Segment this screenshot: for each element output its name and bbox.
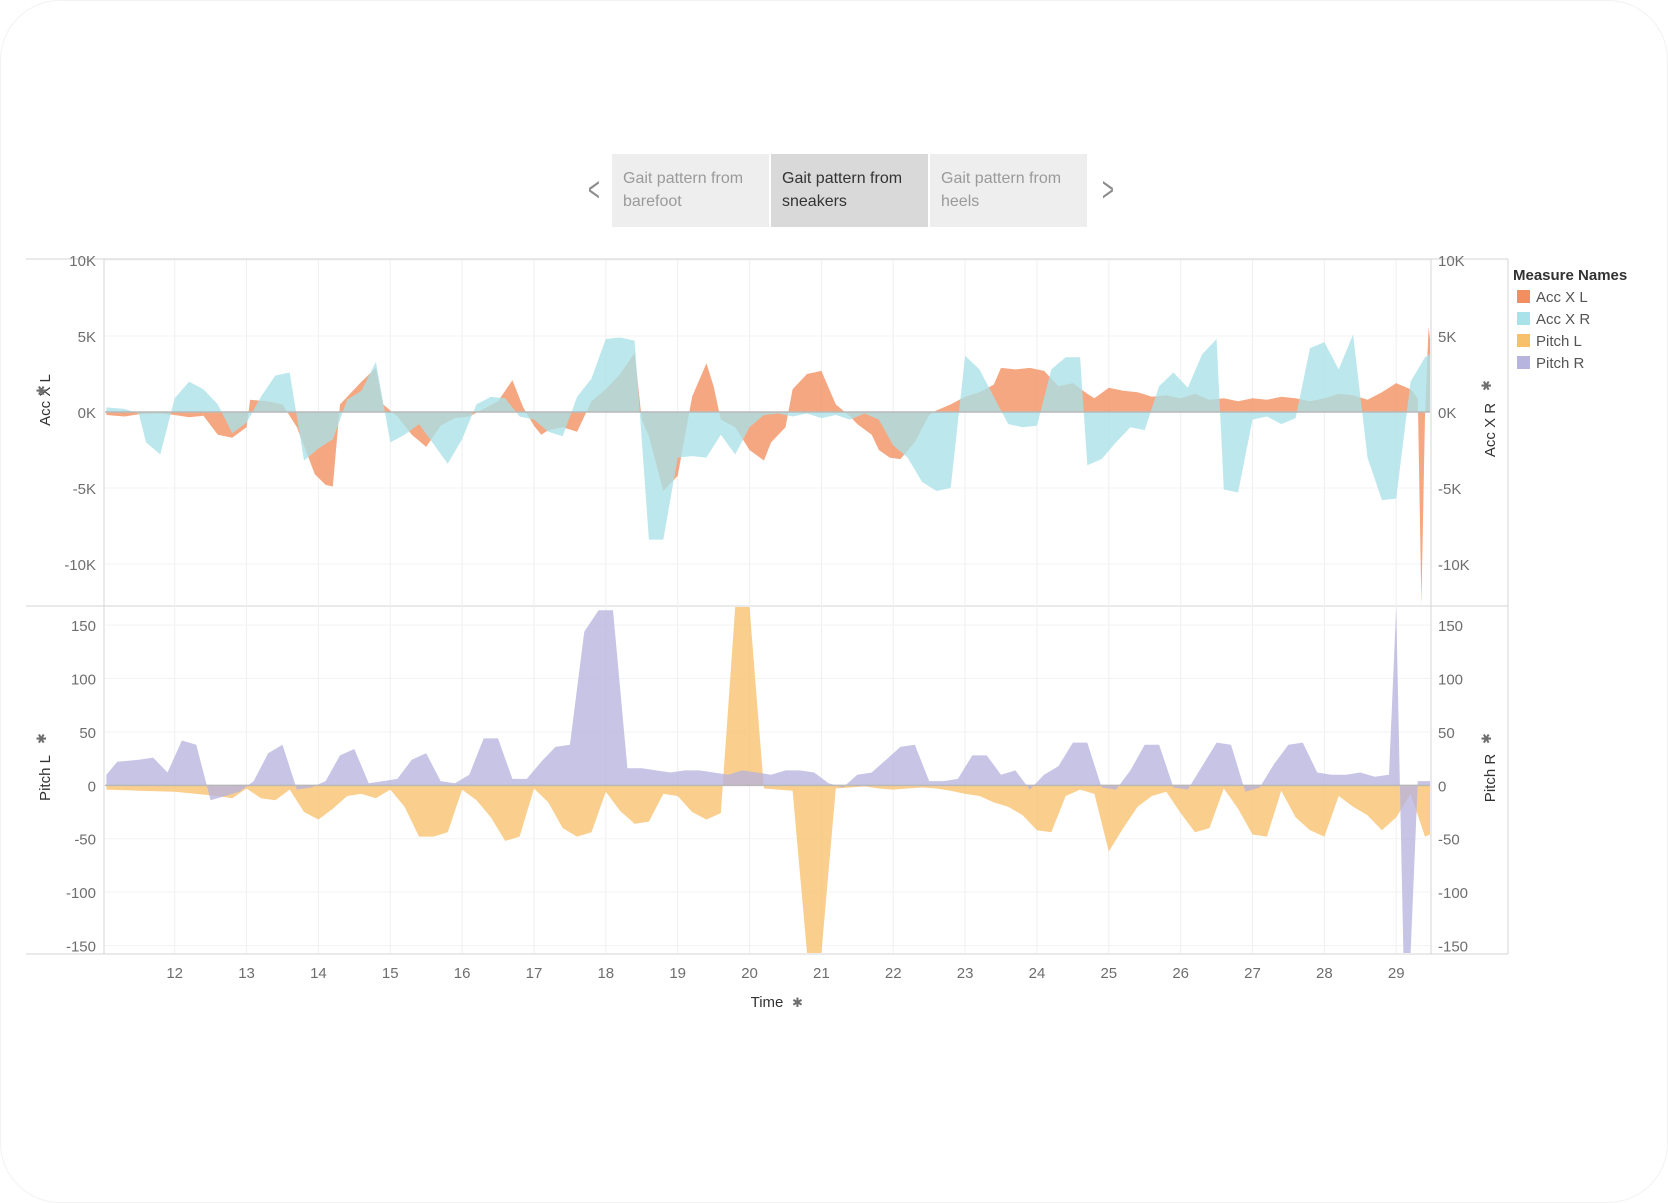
legend-label-acc-x-r[interactable]: Acc X R [1536, 311, 1590, 328]
time-axis-title[interactable]: Time [751, 994, 784, 1011]
x-tick-label-23: 23 [957, 965, 974, 982]
tick-layer: 12 13 14 15 16 17 18 19 20 21 22 23 24 25 26 27 28 29 10K 1… [64, 253, 1469, 982]
x-tick-label-27: 27 [1244, 965, 1261, 982]
story-tab-sneakers[interactable]: Gait pattern from sneakers [771, 154, 928, 227]
story-navigator: Gait pattern from barefoot Gait pattern … [612, 154, 1087, 229]
y-tick-label-right-1-2: 50 [1438, 725, 1455, 742]
y-tick-label-right-1-1: 100 [1438, 672, 1463, 689]
y-tick-label-left-1-1: 100 [71, 672, 96, 689]
legend-label-pitch-r[interactable]: Pitch R [1536, 355, 1585, 372]
pitch-r-axis-title[interactable]: Pitch R [1482, 754, 1499, 803]
y-tick-label-right-0-0: 10K [1438, 253, 1465, 270]
story-tab-barefoot[interactable]: Gait pattern from barefoot [612, 154, 769, 227]
y-tick-label-right-0-2: 0K [1438, 405, 1456, 422]
y-tick-label-right-1-5: -100 [1438, 885, 1468, 902]
y-tick-label-right-0-3: -5K [1438, 481, 1461, 498]
y-tick-label-left-1-0: 150 [71, 618, 96, 635]
legend-swatch-acc-x-r[interactable] [1517, 312, 1530, 325]
y-tick-label-left-0-3: -5K [73, 481, 96, 498]
x-tick-label-20: 20 [741, 965, 758, 982]
y-tick-label-left-0-4: -10K [64, 557, 96, 574]
x-tick-label-25: 25 [1100, 965, 1117, 982]
y-tick-label-left-1-3: 0 [88, 778, 96, 795]
x-tick-label-24: 24 [1029, 965, 1046, 982]
x-tick-label-18: 18 [597, 965, 614, 982]
y-tick-label-left-1-5: -100 [66, 885, 96, 902]
area-pitch-r[interactable] [106, 607, 1430, 953]
y-tick-label-left-0-0: 10K [69, 253, 96, 270]
x-tick-label-16: 16 [454, 965, 471, 982]
story-tab-heels[interactable]: Gait pattern from heels [930, 154, 1087, 227]
legend-swatch-pitch-r[interactable] [1517, 356, 1530, 369]
legend-title: Measure Names [1513, 267, 1627, 284]
chevron-left-icon[interactable]: < [588, 171, 600, 209]
legend: Measure Names Acc X L Acc X R Pitch L Pi… [1513, 267, 1627, 372]
legend-swatch-pitch-l[interactable] [1517, 334, 1530, 347]
y-tick-label-left-1-4: -50 [74, 832, 96, 849]
x-tick-label-19: 19 [669, 965, 686, 982]
x-tick-label-28: 28 [1316, 965, 1333, 982]
pin-icon[interactable]: ✱ [34, 733, 49, 744]
pin-icon[interactable]: ✱ [792, 995, 803, 1010]
pin-icon[interactable]: ✱ [1479, 733, 1494, 744]
pin-icon[interactable]: ✱ [1479, 380, 1494, 391]
y-tick-label-right-0-1: 5K [1438, 329, 1456, 346]
y-tick-label-right-1-4: -50 [1438, 832, 1460, 849]
y-tick-label-left-1-2: 50 [79, 725, 96, 742]
y-tick-label-left-1-6: -150 [66, 939, 96, 956]
x-tick-label-22: 22 [885, 965, 902, 982]
acc-x-r-axis-title[interactable]: Acc X R [1482, 403, 1499, 457]
x-tick-label-13: 13 [238, 965, 255, 982]
y-tick-label-left-0-2: 0K [78, 405, 96, 422]
y-tick-label-right-1-0: 150 [1438, 618, 1463, 635]
x-tick-label-29: 29 [1388, 965, 1405, 982]
legend-swatch-acc-x-l[interactable] [1517, 290, 1530, 303]
y-tick-label-right-1-6: -150 [1438, 939, 1468, 956]
y-tick-label-right-1-3: 0 [1438, 778, 1446, 795]
x-tick-label-15: 15 [382, 965, 399, 982]
x-tick-label-12: 12 [166, 965, 183, 982]
x-tick-label-21: 21 [813, 965, 830, 982]
x-tick-label-14: 14 [310, 965, 327, 982]
y-tick-label-right-0-4: -10K [1438, 557, 1470, 574]
area-layer [105, 326, 1430, 953]
x-tick-label-26: 26 [1172, 965, 1189, 982]
legend-label-acc-x-l[interactable]: Acc X L [1536, 289, 1588, 306]
x-tick-label-17: 17 [526, 965, 543, 982]
y-tick-label-left-0-1: 5K [78, 329, 96, 346]
area-acc-x-l[interactable] [106, 326, 1430, 605]
pin-icon[interactable]: ✱ [34, 385, 49, 396]
pitch-l-axis-title[interactable]: Pitch L [37, 755, 54, 801]
legend-label-pitch-l[interactable]: Pitch L [1536, 333, 1582, 350]
acc-x-l-axis-title[interactable]: Acc X L [37, 374, 54, 426]
chevron-right-icon[interactable]: > [1102, 171, 1114, 209]
